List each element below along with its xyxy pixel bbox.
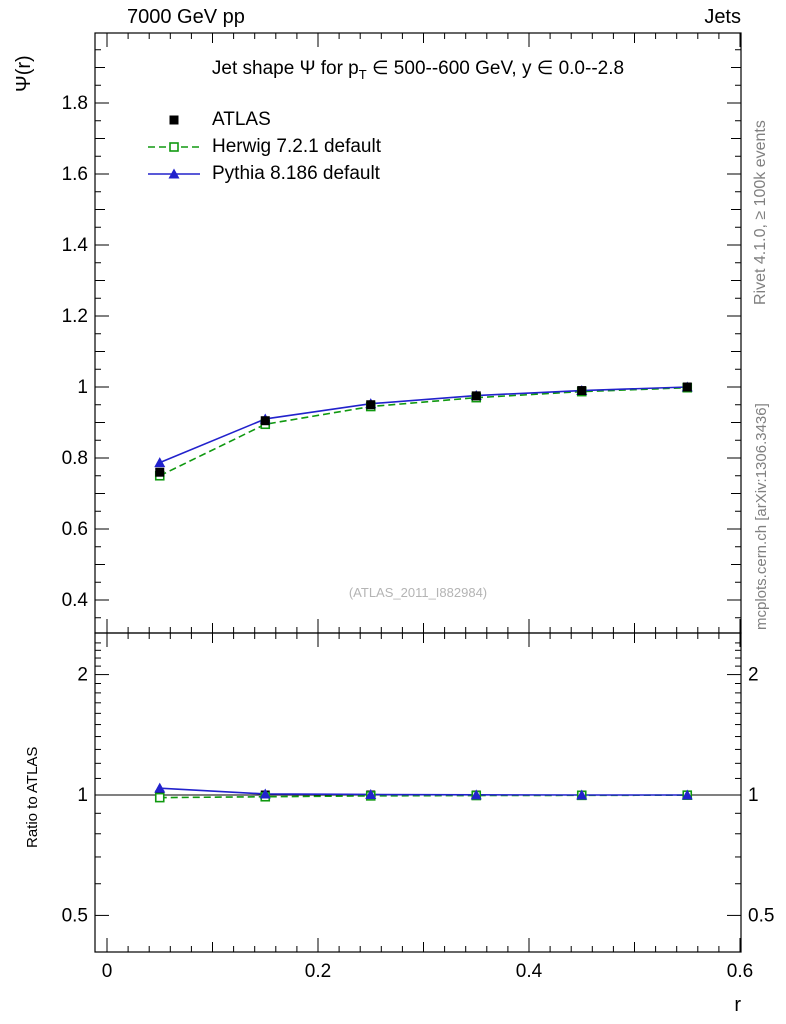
svg-text:1.2: 1.2 <box>62 306 88 327</box>
svg-text:2: 2 <box>748 665 759 686</box>
analysis-id-watermark: (ATLAS_2011_I882984) <box>348 585 488 600</box>
legend-marker-square-filled <box>169 115 179 124</box>
data-series <box>95 381 741 803</box>
legend-marker-square-open <box>148 141 200 152</box>
legend-marker-triangle-filled <box>148 168 200 178</box>
plot-title: Jet shape Ψ for pT ∈ 500--600 GeV, y ∈ 0… <box>95 57 741 82</box>
header-beam-energy: 7000 GeV pp <box>127 6 245 28</box>
legend: ATLAS Herwig 7.2.1 default Pythia 8.186 de… <box>146 106 381 187</box>
tick-labels: 0 0.2 0.4 0.6 0.4 0.6 0.8 1 1.2 1.4 1.6 1.8 0.5 0.5 1 1… <box>62 93 775 982</box>
legend-label: Pythia 8.186 default <box>212 162 380 184</box>
svg-text:1.4: 1.4 <box>62 235 89 256</box>
svg-text:1: 1 <box>77 785 88 806</box>
legend-label: Herwig 7.2.1 default <box>212 135 381 157</box>
svg-text:0.2: 0.2 <box>305 961 331 982</box>
frames <box>94 32 742 953</box>
legend-row: Pythia 8.186 default <box>146 160 381 187</box>
svg-text:1: 1 <box>748 785 759 806</box>
legend-label: ATLAS <box>212 108 271 130</box>
svg-text:0.6: 0.6 <box>62 519 88 540</box>
svg-text:0.8: 0.8 <box>62 448 88 469</box>
svg-text:0.5: 0.5 <box>748 905 774 926</box>
legend-row: ATLAS <box>146 106 381 133</box>
svg-text:1.6: 1.6 <box>62 164 88 185</box>
x-axis-label: r <box>734 994 741 1016</box>
legend-row: Herwig 7.2.1 default <box>146 133 381 160</box>
svg-text:1: 1 <box>77 377 88 398</box>
svg-text:0.6: 0.6 <box>727 961 753 982</box>
svg-text:0.4: 0.4 <box>516 961 543 982</box>
header-analysis-group: Jets <box>704 6 741 28</box>
svg-text:0: 0 <box>102 961 113 982</box>
plot-title-prefix: Jet shape Ψ for p <box>211 58 359 79</box>
plot-title-suffix: ∈ 500--600 GeV, y ∈ 0.0--2.8 <box>366 58 625 79</box>
plot-title-subscript: T <box>358 66 367 82</box>
axis-ticks <box>95 33 741 952</box>
svg-text:2: 2 <box>77 665 88 686</box>
svg-text:0.4: 0.4 <box>62 590 89 611</box>
svg-text:0.5: 0.5 <box>62 905 88 926</box>
svg-text:1.8: 1.8 <box>62 93 88 114</box>
